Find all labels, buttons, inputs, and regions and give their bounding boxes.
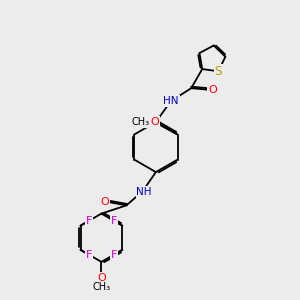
Text: HN: HN [164,96,179,106]
Text: F: F [111,216,117,226]
Text: O: O [97,273,106,283]
Text: F: F [85,216,92,226]
Text: methoxy: methoxy [139,122,146,123]
Text: F: F [85,250,92,260]
Text: NH: NH [136,187,152,197]
Text: O: O [151,117,159,127]
Text: S: S [214,65,222,78]
Text: F: F [111,250,117,260]
Text: CH₃: CH₃ [92,282,110,292]
Text: O: O [208,85,217,94]
Text: CH₃: CH₃ [131,117,149,127]
Text: O: O [100,197,109,207]
